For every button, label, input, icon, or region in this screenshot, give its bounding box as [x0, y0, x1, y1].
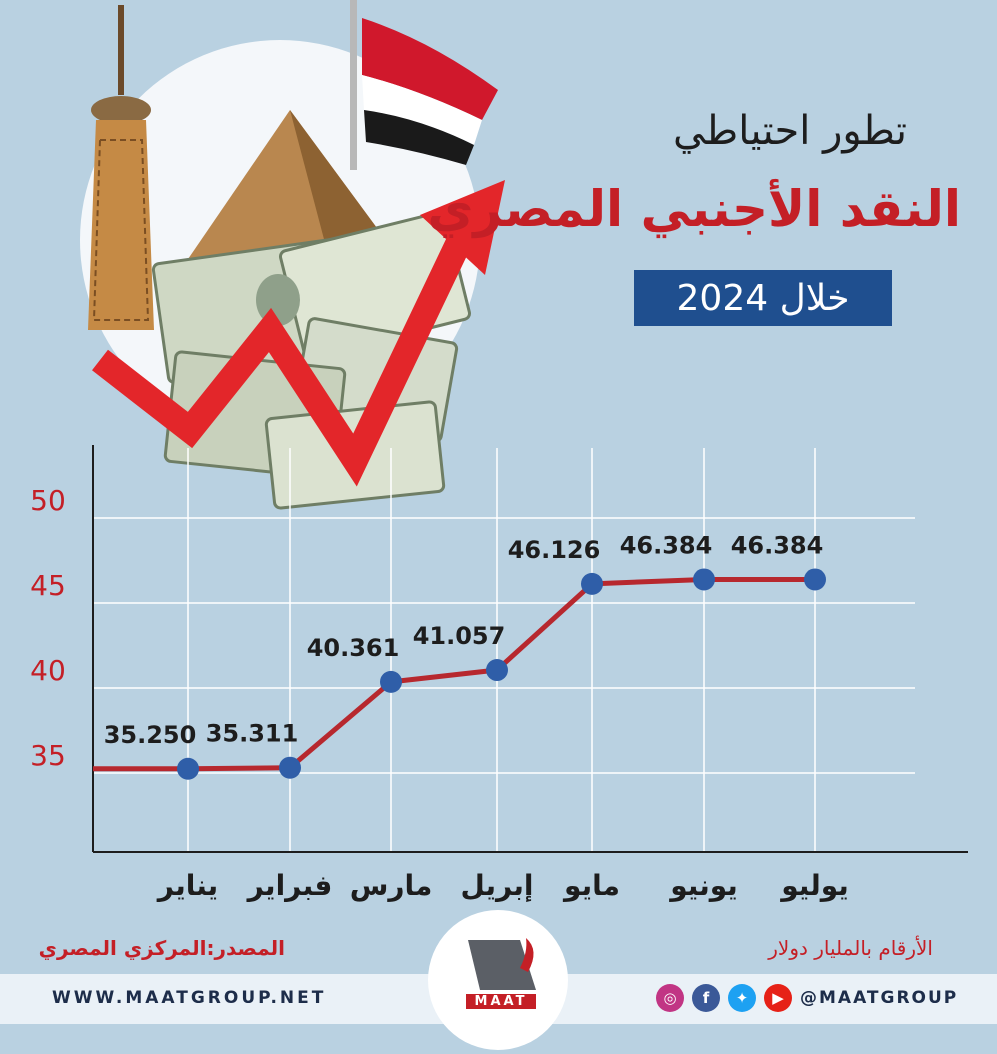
- data-point: [279, 756, 301, 779]
- series-line: [93, 576, 815, 772]
- twitter-icon[interactable]: ✦: [728, 984, 756, 1012]
- series-layer: [93, 568, 826, 780]
- data-label: 46.384: [620, 531, 713, 559]
- facebook-icon[interactable]: f: [692, 984, 720, 1012]
- egypt-flag-icon: [350, 0, 498, 170]
- title-line1: تطور احتياطي: [673, 108, 907, 154]
- youtube-icon[interactable]: ▶: [764, 984, 792, 1012]
- data-label: 46.384: [731, 531, 824, 559]
- data-point: [380, 670, 402, 693]
- data-label: 46.126: [508, 536, 601, 564]
- units-label: الأرقام بالمليار دولار: [768, 936, 933, 960]
- x-tick-label: يونيو: [668, 869, 738, 902]
- data-label: 41.057: [413, 622, 506, 650]
- growth-arrow-icon: [92, 180, 505, 487]
- x-tick-label: مايو: [562, 869, 620, 902]
- axis-layer: 35 40 45 50: [30, 445, 968, 853]
- logo-text: MAAT: [466, 994, 536, 1009]
- website-link[interactable]: WWW.MAATGROUP.NET: [52, 988, 327, 1008]
- data-label: 40.361: [307, 634, 400, 662]
- y-tick-label: 50: [30, 484, 66, 517]
- data-point: [177, 757, 199, 780]
- x-tick-label: يوليو: [779, 869, 849, 902]
- x-tick-label: يناير: [156, 869, 218, 902]
- label-layer: 35.250 يناير 35.311 فبراير 40.361 مارس 41.057 إ…: [104, 531, 849, 903]
- data-label: 35.250: [104, 721, 197, 749]
- x-tick-label: إبريل: [460, 869, 533, 903]
- hero-illustration: [88, 0, 505, 510]
- social-handle[interactable]: @MAATGROUP: [800, 988, 959, 1008]
- y-tick-label: 40: [30, 654, 66, 687]
- y-tick-label: 35: [30, 739, 66, 772]
- grid-layer: [93, 448, 915, 852]
- subtitle-box: خلال 2024: [634, 270, 892, 326]
- cairo-tower-icon: [88, 5, 154, 330]
- instagram-icon[interactable]: ◎: [656, 984, 684, 1012]
- data-point: [486, 659, 508, 682]
- data-point: [804, 568, 826, 591]
- x-tick-label: مارس: [350, 869, 433, 902]
- quill-logo-icon: [468, 938, 536, 990]
- logo-circle: [428, 910, 568, 1050]
- source-label: المصدر:المركزي المصري: [38, 936, 285, 960]
- data-label: 35.311: [206, 720, 299, 748]
- y-tick-label: 45: [30, 569, 66, 602]
- x-tick-label: فبراير: [246, 869, 333, 902]
- title-line2: النقد الأجنبي المصري: [427, 180, 961, 238]
- data-point: [693, 568, 715, 591]
- data-point: [581, 572, 603, 595]
- line-chart: 35 40 45 50 35.250 يناير 35.311 فبراير 40.361 ما…: [30, 445, 968, 903]
